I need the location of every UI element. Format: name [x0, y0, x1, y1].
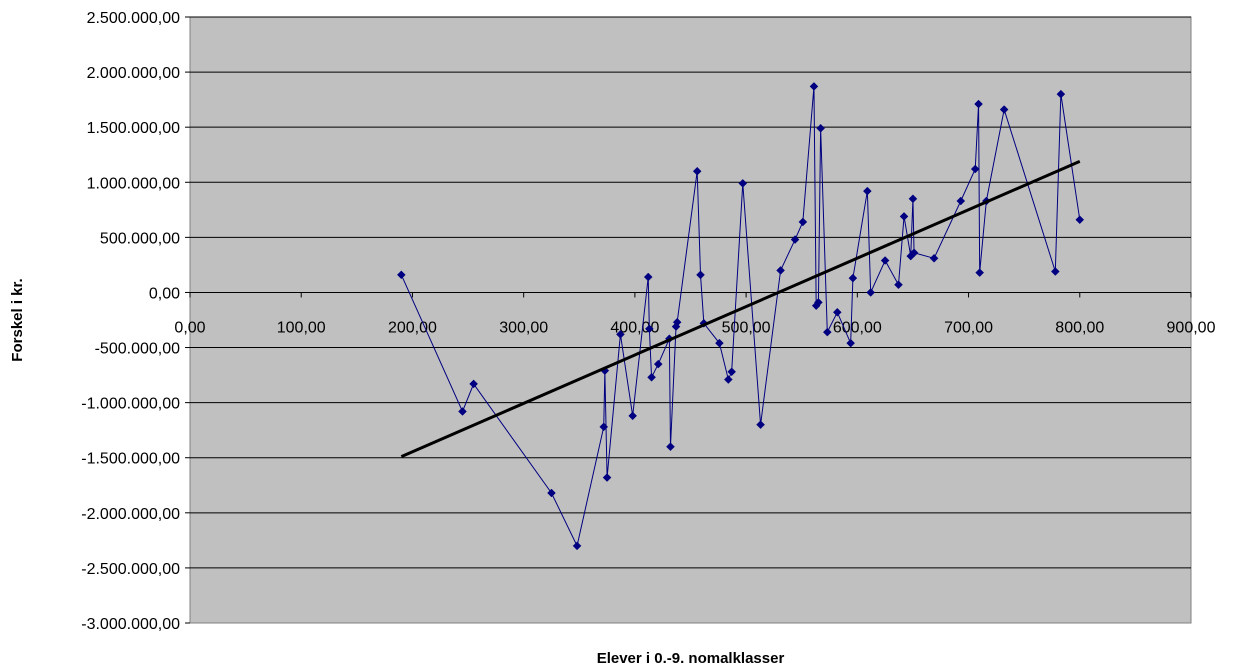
data-series	[396, 82, 1085, 551]
data-point	[738, 179, 748, 188]
y-tick-label: 1.000.000,00	[87, 175, 181, 192]
y-tick-label: -1.500.000,00	[81, 451, 180, 468]
data-point	[975, 268, 985, 277]
x-axis-title: Elever i 0.-9. nomalklasser	[597, 650, 785, 667]
data-point	[776, 266, 785, 275]
data-point	[880, 256, 890, 265]
data-point	[832, 307, 842, 317]
y-tick-label: 500.000,00	[100, 230, 180, 247]
data-point	[715, 338, 724, 348]
y-tick-label: 1.500.000,00	[87, 120, 181, 137]
data-point	[894, 280, 903, 290]
x-tick-label: 0,00	[174, 319, 205, 336]
y-tick-label: -2.500.000,00	[81, 561, 180, 578]
data-point	[616, 329, 625, 339]
y-tick-label: 2.000.000,00	[87, 65, 181, 82]
data-point	[727, 367, 737, 377]
data-point	[848, 273, 858, 283]
data-point	[908, 194, 918, 204]
data-point	[1050, 267, 1060, 276]
data-point	[602, 473, 612, 482]
data-point	[814, 298, 823, 307]
data-point	[909, 248, 919, 258]
data-point	[862, 186, 872, 196]
data-point	[956, 196, 966, 206]
data-point	[469, 379, 478, 389]
data-point	[572, 541, 582, 551]
y-tick-label: 2.500.000,00	[87, 10, 181, 27]
x-tick-label: 900,00	[1167, 319, 1216, 336]
data-point	[1056, 89, 1066, 99]
trendline-group	[400, 159, 1081, 459]
data-point	[809, 82, 819, 91]
data-point	[723, 375, 733, 384]
x-tick-label: 700,00	[944, 319, 993, 336]
data-point	[599, 422, 609, 432]
data-point	[756, 420, 765, 430]
y-tick-label: -1.000.000,00	[81, 396, 180, 413]
data-point	[643, 272, 653, 282]
data-point	[866, 288, 876, 297]
data-point	[822, 327, 832, 337]
data-point	[816, 123, 825, 133]
data-point	[696, 270, 705, 280]
y-tick-label: -500.000,00	[95, 341, 181, 358]
y-tick-label: -2.000.000,00	[81, 506, 180, 523]
x-tick-label: 500,00	[722, 319, 771, 336]
data-point	[999, 105, 1009, 114]
data-point	[458, 407, 467, 416]
data-point	[672, 317, 682, 327]
y-axis-tick-labels: 2.500.000,00 2.000.000,00 1.500.000,00 1.00…	[81, 10, 180, 633]
data-point	[547, 488, 556, 498]
y-tick-label: -3.000.000,00	[81, 616, 180, 633]
data-point	[899, 212, 909, 221]
x-axis-tick-labels: 0,00 100,00 200,00 300,00 400,00 500,00 600,00…	[174, 319, 1215, 336]
data-point	[798, 217, 808, 227]
x-tick-label: 100,00	[277, 319, 326, 336]
x-tick-label: 800,00	[1055, 319, 1104, 336]
data-point	[974, 99, 983, 109]
y-axis-title: Forskel i kr.	[9, 278, 26, 361]
plot-area	[189, 16, 1192, 624]
data-point	[628, 411, 638, 421]
data-point	[790, 235, 800, 244]
trendline	[400, 159, 1081, 459]
x-tick-label: 200,00	[388, 319, 437, 336]
data-point	[692, 166, 702, 176]
data-point	[647, 372, 656, 382]
x-tick-label: 600,00	[833, 319, 882, 336]
y-tick-label: 0,00	[149, 285, 180, 302]
x-axis	[189, 291, 1192, 298]
data-point	[1075, 215, 1085, 225]
x-tick-label: 300,00	[499, 319, 548, 336]
x-tick-label: 400,00	[610, 319, 659, 336]
data-point	[644, 324, 654, 334]
data-point	[653, 359, 663, 369]
data-point	[846, 338, 856, 348]
data-point	[929, 253, 939, 263]
data-point	[970, 164, 980, 174]
data-point	[666, 442, 675, 452]
data-point	[396, 270, 406, 280]
